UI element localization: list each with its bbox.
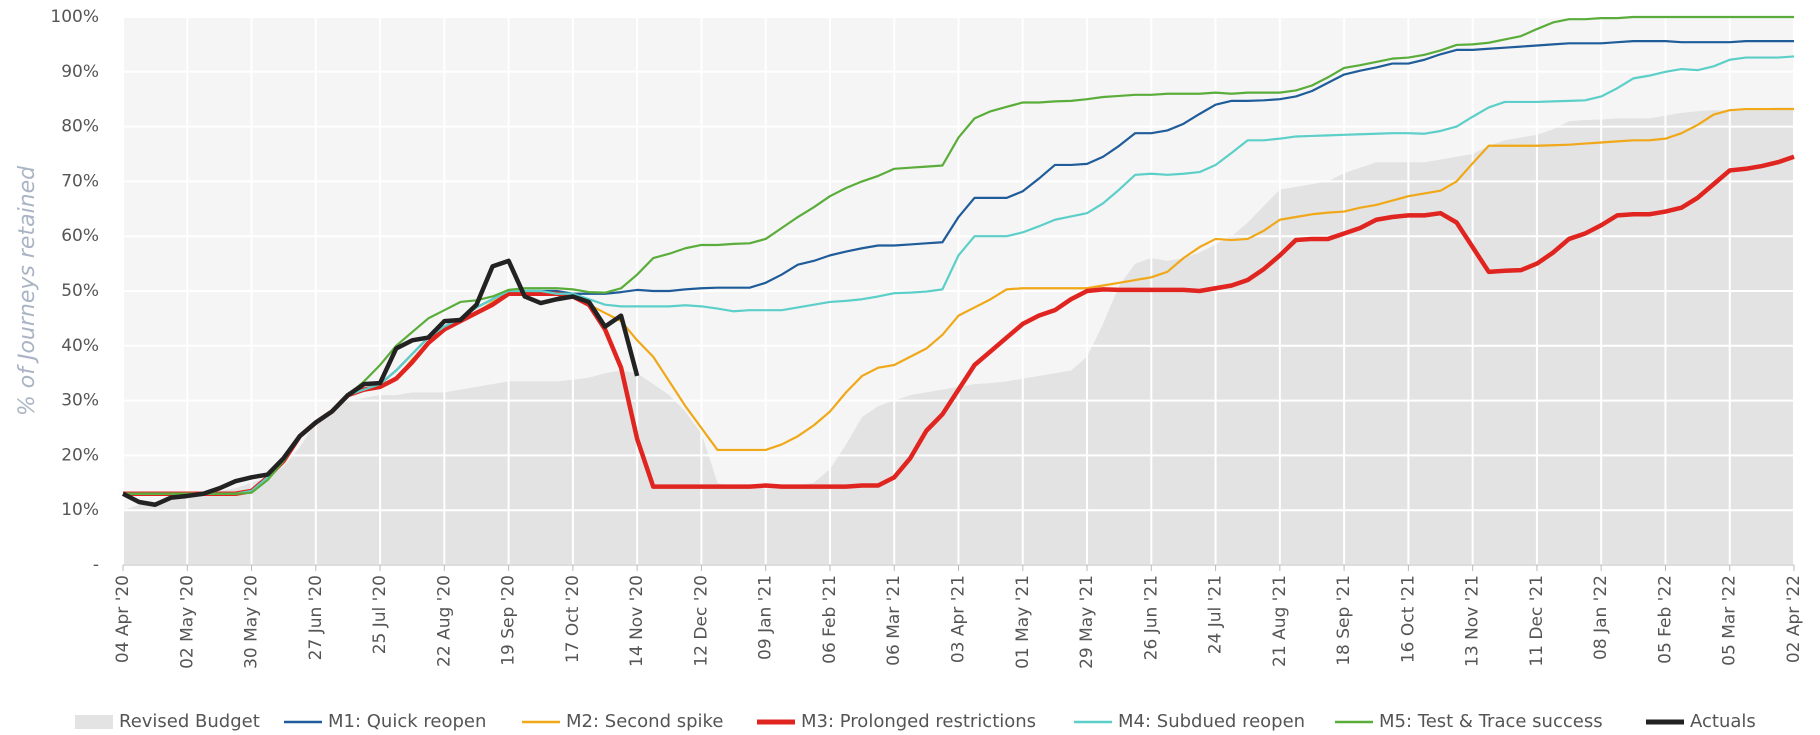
x-tick-label: 18 Sep '21 — [1334, 575, 1354, 666]
x-tick-label: 06 Mar '21 — [884, 575, 904, 666]
x-tick-label: 27 Jun '20 — [306, 575, 326, 660]
legend-label: Actuals — [1690, 711, 1756, 732]
x-tick-label: 29 May '21 — [1077, 575, 1097, 669]
y-tick-label: 10% — [61, 500, 99, 520]
y-tick-label: 40% — [61, 336, 99, 356]
x-tick-label: 19 Sep '20 — [499, 575, 519, 666]
x-tick-label: 03 Apr '21 — [949, 575, 969, 663]
x-tick-label: 22 Aug '20 — [434, 575, 454, 667]
x-tick-label: 09 Jan '21 — [756, 575, 776, 660]
legend-label: M5: Test & Trace success — [1379, 711, 1603, 732]
legend-label: M3: Prolonged restrictions — [801, 711, 1036, 732]
legend-label: M2: Second spike — [566, 711, 723, 732]
y-tick-label: 20% — [61, 445, 99, 465]
y-tick-label: 100% — [50, 7, 99, 27]
y-tick-label: 60% — [61, 226, 99, 246]
x-tick-label: 11 Dec '21 — [1527, 575, 1547, 667]
line — [123, 154, 1795, 497]
x-tick-label: 01 May '21 — [1013, 575, 1033, 669]
y-tick-label: 30% — [61, 391, 99, 411]
x-tick-label: 24 Jul '21 — [1206, 575, 1226, 654]
x-tick-label: 05 Feb '22 — [1655, 575, 1675, 664]
line — [123, 55, 1795, 495]
x-tick-label: 21 Aug '21 — [1270, 575, 1290, 667]
x-tick-label: 30 May '20 — [242, 575, 262, 669]
y-axis-label: % of Journeys retained — [15, 165, 40, 416]
legend-label: M1: Quick reopen — [328, 711, 486, 732]
x-tick-label: 16 Oct '21 — [1398, 575, 1418, 663]
x-tick-label: 04 Apr '20 — [113, 575, 133, 663]
legend-label: M4: Subdued reopen — [1118, 711, 1305, 732]
x-tick-label: 06 Feb '21 — [820, 575, 840, 664]
line — [123, 15, 1794, 495]
x-tick-label: 02 May '20 — [177, 575, 197, 669]
legend-swatch — [75, 715, 113, 729]
x-tick-label: 14 Nov '20 — [627, 575, 647, 667]
x-tick-label: 12 Dec '20 — [691, 575, 711, 667]
x-tick-label: 17 Oct '20 — [563, 575, 583, 663]
x-tick-label: 13 Nov '21 — [1463, 575, 1483, 667]
line — [121, 258, 640, 507]
y-tick-label: 70% — [61, 171, 99, 191]
y-tick-label: 80% — [61, 117, 99, 137]
x-tick-label: 08 Jan '22 — [1591, 575, 1611, 660]
y-tick-label: 50% — [61, 281, 99, 301]
x-tick-label: 26 Jun '21 — [1141, 575, 1161, 660]
y-tick-label: - — [93, 555, 99, 575]
legend-label: Revised Budget — [119, 711, 260, 732]
x-tick-label: 05 Mar '22 — [1720, 575, 1740, 666]
x-tick-label: 02 Apr '22 — [1784, 575, 1804, 663]
y-tick-label: 90% — [61, 62, 99, 82]
x-tick-label: 25 Jul '20 — [370, 575, 390, 654]
